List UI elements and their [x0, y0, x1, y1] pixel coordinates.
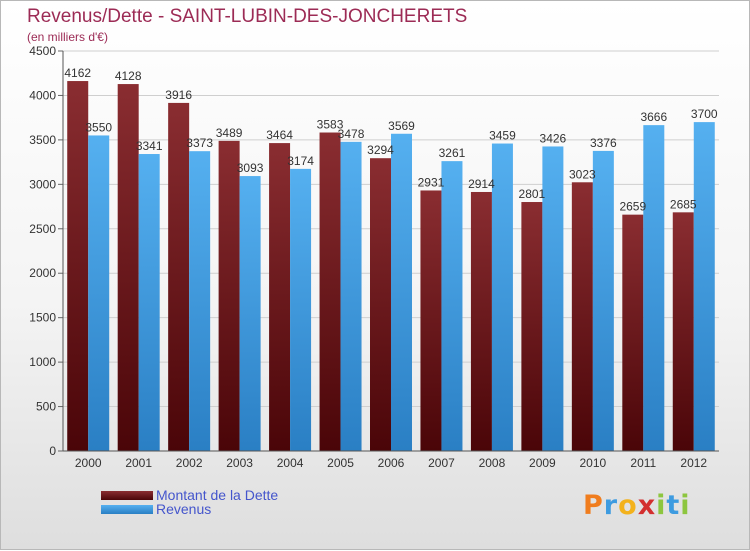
logo-letter: o: [618, 490, 638, 521]
data-label-dette: 3916: [165, 88, 192, 102]
logo-letter: P: [583, 490, 604, 521]
bar-revenus: [441, 161, 463, 451]
data-label-revenus: 3666: [640, 110, 667, 124]
bar-dette: [218, 140, 240, 451]
bar-revenus: [290, 168, 312, 451]
bar-revenus: [592, 150, 614, 451]
y-tick-label: 2500: [29, 222, 56, 236]
data-label-dette: 4128: [115, 69, 142, 83]
y-tick-label: 500: [36, 400, 56, 414]
data-label-revenus: 3478: [338, 127, 365, 141]
x-axis-ticks: 2000 2001 2002 2003 2004 2005 2006 2007 2008 2009…: [75, 456, 708, 470]
x-tick-label: 2008: [479, 456, 506, 470]
data-label-revenus: 3459: [489, 129, 516, 143]
proxiti-logo: Proxiti: [583, 490, 691, 521]
data-label-revenus: 3426: [540, 131, 567, 145]
x-tick-label: 2009: [529, 456, 556, 470]
x-tick-label: 2011: [630, 456, 656, 470]
bar-dette: [319, 132, 341, 451]
data-label-revenus: 3550: [85, 120, 112, 134]
bar-dette: [622, 214, 644, 451]
legend-label-dette: Montant de la Dette: [156, 487, 279, 503]
bar-dette: [117, 84, 139, 452]
x-tick-label: 2007: [428, 456, 455, 470]
legend-swatch-dette: [101, 491, 153, 500]
x-tick-label: 2005: [327, 456, 354, 470]
y-tick-label: 2000: [29, 266, 56, 280]
bar-revenus: [340, 141, 362, 451]
bar-dette: [672, 212, 694, 451]
logo-letter: i: [680, 490, 691, 521]
x-tick-label: 2001: [125, 456, 152, 470]
data-label-dette: 3023: [569, 167, 596, 181]
bars: [67, 81, 715, 452]
data-label-revenus: 3174: [287, 154, 314, 168]
bar-revenus: [239, 176, 261, 452]
data-label-dette: 2685: [670, 197, 697, 211]
axes: [62, 51, 719, 452]
data-label-dette: 3464: [266, 128, 293, 142]
data-label-revenus: 3373: [186, 136, 213, 150]
logo-letter: r: [603, 490, 619, 521]
logo-letter: t: [666, 490, 681, 521]
bar-dette: [571, 182, 593, 452]
y-tick-label: 4500: [29, 44, 56, 58]
data-label-revenus: 3261: [439, 146, 466, 160]
chart-title: Revenus/Dette - SAINT-LUBIN-DES-JONCHERE…: [27, 6, 468, 27]
data-label-dette: 2914: [468, 177, 495, 191]
data-label-dette: 3583: [317, 118, 344, 132]
legend-swatch-revenus: [101, 505, 153, 514]
bar-dette: [168, 102, 190, 452]
data-label-dette: 4162: [64, 66, 91, 80]
y-tick-label: 0: [49, 444, 56, 458]
y-axis-ticks: 0 500 1000 1500 2000 2500 3000 3500 4000 4500: [29, 44, 63, 458]
bar-revenus: [189, 151, 211, 451]
bar-dette: [269, 143, 291, 452]
bar-dette: [521, 202, 543, 451]
data-label-dette: 2931: [418, 175, 445, 189]
data-label-revenus: 3376: [590, 136, 617, 150]
bar-revenus: [391, 133, 412, 451]
y-tick-label: 3000: [29, 177, 56, 191]
chart-subtitle: (en milliers d'€): [27, 30, 108, 44]
x-tick-label: 2003: [226, 456, 253, 470]
bar-revenus: [693, 122, 715, 451]
data-label-dette: 2659: [619, 200, 646, 214]
data-label-dette: 3294: [367, 143, 394, 157]
logo-letter: i: [656, 490, 667, 521]
bar-dette: [470, 191, 492, 451]
x-tick-label: 2010: [579, 456, 606, 470]
data-label-revenus: 3569: [388, 119, 415, 133]
bar-revenus: [542, 146, 564, 451]
bar-dette: [67, 81, 89, 452]
bar-revenus: [138, 154, 160, 451]
bar-dette: [370, 158, 391, 451]
x-tick-label: 2004: [277, 456, 304, 470]
bar-revenus: [643, 125, 665, 451]
legend-label-revenus: Revenus: [156, 501, 212, 517]
x-tick-label: 2002: [176, 456, 203, 470]
bar-dette: [420, 190, 442, 451]
data-label-dette: 2801: [519, 187, 546, 201]
y-tick-label: 1000: [29, 355, 56, 369]
logo-letter: x: [637, 490, 657, 521]
data-label-revenus: 3093: [237, 161, 264, 175]
x-tick-label: 2006: [378, 456, 405, 470]
bar-revenus: [491, 143, 513, 452]
y-tick-label: 3500: [29, 133, 56, 147]
bar-revenus: [88, 135, 110, 451]
x-tick-label: 2012: [680, 456, 707, 470]
data-label-dette: 3489: [216, 126, 243, 140]
y-tick-label: 4000: [29, 88, 56, 102]
y-tick-label: 1500: [29, 311, 56, 325]
x-tick-label: 2000: [75, 456, 102, 470]
data-label-revenus: 3700: [691, 107, 718, 121]
data-label-revenus: 3341: [136, 139, 163, 153]
